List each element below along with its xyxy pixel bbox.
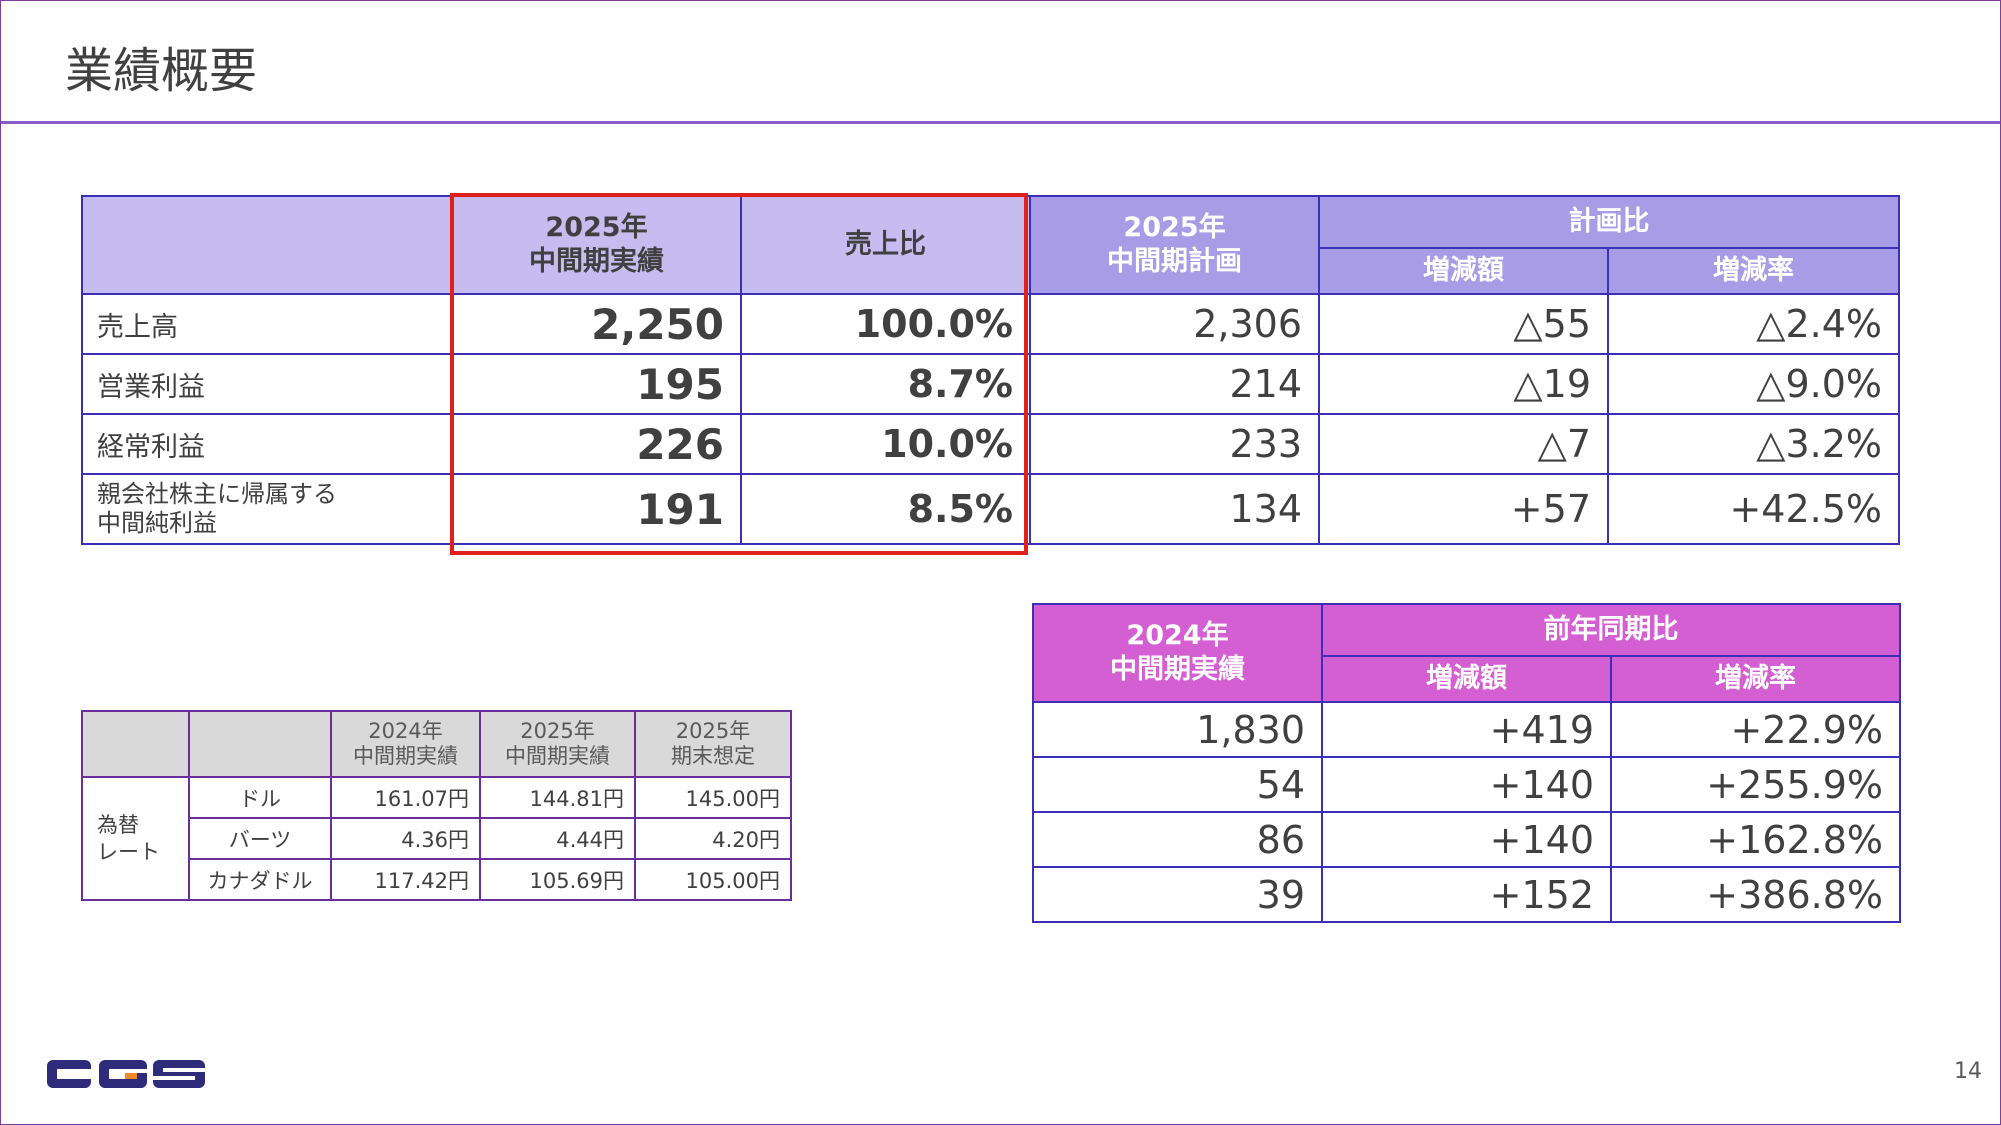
actual-value: 191: [451, 473, 742, 545]
exchange-rate-table: 2024年 中間期実績 2025年 中間期実績 2025年 期末想定 為替 レー…: [81, 710, 792, 901]
fx-header-empty: [188, 710, 332, 778]
fx-2025-value: 105.69円: [479, 858, 636, 901]
table-row: 営業利益 195 8.7% 214 △19 △9.0%: [81, 353, 1900, 415]
plan-diff-value: △19: [1318, 353, 1609, 415]
header-empty: [81, 195, 453, 295]
header-vs-plan: 計画比: [1318, 195, 1900, 249]
plan-diff-value: △7: [1318, 413, 1609, 475]
header-yoy-diff: 増減額: [1321, 655, 1612, 703]
row-label: 経常利益: [81, 413, 453, 475]
header-yoy: 前年同期比: [1321, 603, 1901, 657]
fx-2024-value: 117.42円: [330, 858, 481, 901]
prior-actual-value: 54: [1032, 756, 1323, 813]
fx-header-2024: 2024年 中間期実績: [330, 710, 481, 778]
plan-rate-value: △3.2%: [1607, 413, 1900, 475]
cgs-logo-mark: [47, 1060, 205, 1088]
yoy-rate-value: +22.9%: [1610, 701, 1901, 758]
plan-diff-value: +57: [1318, 473, 1609, 545]
table-row: 54 +140 +255.9%: [1032, 756, 1901, 813]
table-row: 為替 レート ドル 161.07円 144.81円 145.00円: [81, 776, 792, 901]
cgs-logo: [47, 1058, 207, 1094]
actual-value: 2,250: [451, 293, 742, 355]
fx-forecast-value: 105.00円: [634, 858, 792, 901]
prior-actual-value: 1,830: [1032, 701, 1323, 758]
yoy-diff-value: +419: [1321, 701, 1612, 758]
page-number: 14: [1954, 1059, 1982, 1084]
plan-rate-value: △9.0%: [1607, 353, 1900, 415]
plan-rate-value: +42.5%: [1607, 473, 1900, 545]
yoy-diff-value: +140: [1321, 756, 1612, 813]
plan-rate-value: △2.4%: [1607, 293, 1900, 355]
plan-value: 2,306: [1029, 293, 1320, 355]
currency-label: バーツ: [188, 817, 332, 860]
table-row: 親会社株主に帰属する 中間純利益 191 8.5% 134 +57 +42.5%: [81, 473, 1900, 545]
row-label: 営業利益: [81, 353, 453, 415]
table-row: 1,830 +419 +22.9%: [1032, 701, 1901, 758]
fx-header-2025: 2025年 中間期実績: [479, 710, 636, 778]
currency-label: ドル: [188, 776, 332, 819]
fx-header-forecast: 2025年 期末想定: [634, 710, 792, 778]
header-2025-actual: 2025年 中間期実績: [451, 195, 742, 295]
fx-group-label: 為替 レート: [81, 776, 190, 901]
ratio-value: 8.7%: [740, 353, 1031, 415]
prior-year-table: 2024年 中間期実績 前年同期比 増減額 増減率 1,830 +419 +22…: [1032, 603, 1901, 923]
plan-diff-value: △55: [1318, 293, 1609, 355]
actual-value: 195: [451, 353, 742, 415]
table-row: 売上高 2,250 100.0% 2,306 △55 △2.4%: [81, 293, 1900, 355]
fx-2025-value: 144.81円: [479, 776, 636, 819]
fx-2024-value: 4.36円: [330, 817, 481, 860]
fx-header-empty: [81, 710, 190, 778]
yoy-diff-value: +152: [1321, 866, 1612, 923]
plan-value: 214: [1029, 353, 1320, 415]
row-label: 売上高: [81, 293, 453, 355]
plan-value: 134: [1029, 473, 1320, 545]
fx-2024-value: 161.07円: [330, 776, 481, 819]
currency-label: カナダドル: [188, 858, 332, 901]
header-yoy-rate: 増減率: [1610, 655, 1901, 703]
yoy-rate-value: +386.8%: [1610, 866, 1901, 923]
actual-value: 226: [451, 413, 742, 475]
header-plan-rate: 増減率: [1607, 247, 1900, 295]
yoy-diff-value: +140: [1321, 811, 1612, 868]
row-label: 親会社株主に帰属する 中間純利益: [81, 473, 453, 545]
table-row: 経常利益 226 10.0% 233 △7 △3.2%: [81, 413, 1900, 475]
table-row: バーツ 4.36円 4.44円 4.20円: [82, 817, 792, 860]
header-2025-plan: 2025年 中間期計画: [1029, 195, 1320, 295]
ratio-value: 10.0%: [740, 413, 1031, 475]
table-row: 86 +140 +162.8%: [1032, 811, 1901, 868]
results-table: 2025年 中間期実績 売上比 2025年 中間期計画 計画比 増減額 増減率 …: [81, 195, 1900, 545]
ratio-value: 8.5%: [740, 473, 1031, 545]
plan-value: 233: [1029, 413, 1320, 475]
fx-2025-value: 4.44円: [479, 817, 636, 860]
prior-actual-value: 39: [1032, 866, 1323, 923]
page-title: 業績概要: [65, 43, 258, 99]
table-row: カナダドル 117.42円 105.69円 105.00円: [82, 858, 792, 901]
header-plan-diff: 増減額: [1318, 247, 1609, 295]
yoy-rate-value: +255.9%: [1610, 756, 1901, 813]
header-sales-ratio: 売上比: [740, 195, 1031, 295]
header-2024-actual: 2024年 中間期実績: [1032, 603, 1323, 703]
fx-forecast-value: 4.20円: [634, 817, 792, 860]
title-divider: [1, 121, 2000, 124]
fx-forecast-value: 145.00円: [634, 776, 792, 819]
ratio-value: 100.0%: [740, 293, 1031, 355]
prior-actual-value: 86: [1032, 811, 1323, 868]
table-row: 39 +152 +386.8%: [1032, 866, 1901, 923]
yoy-rate-value: +162.8%: [1610, 811, 1901, 868]
